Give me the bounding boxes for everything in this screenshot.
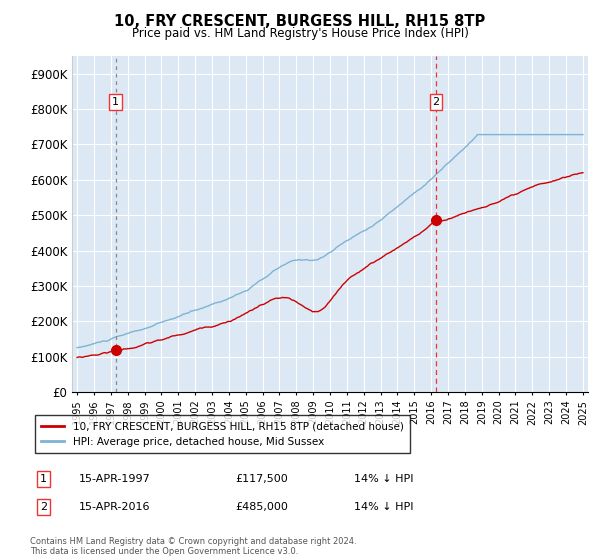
Text: 1: 1 bbox=[112, 97, 119, 107]
Text: 1: 1 bbox=[40, 474, 47, 484]
Text: Contains HM Land Registry data © Crown copyright and database right 2024.: Contains HM Land Registry data © Crown c… bbox=[30, 537, 356, 546]
Text: £117,500: £117,500 bbox=[235, 474, 288, 484]
Legend: 10, FRY CRESCENT, BURGESS HILL, RH15 8TP (detached house), HPI: Average price, d: 10, FRY CRESCENT, BURGESS HILL, RH15 8TP… bbox=[35, 415, 410, 453]
Text: 15-APR-2016: 15-APR-2016 bbox=[79, 502, 150, 512]
Text: 2: 2 bbox=[40, 502, 47, 512]
Text: 15-APR-1997: 15-APR-1997 bbox=[79, 474, 151, 484]
Text: This data is licensed under the Open Government Licence v3.0.: This data is licensed under the Open Gov… bbox=[30, 547, 298, 556]
Text: 10, FRY CRESCENT, BURGESS HILL, RH15 8TP: 10, FRY CRESCENT, BURGESS HILL, RH15 8TP bbox=[115, 14, 485, 29]
Text: 14% ↓ HPI: 14% ↓ HPI bbox=[354, 502, 413, 512]
Text: £485,000: £485,000 bbox=[235, 502, 288, 512]
Text: 14% ↓ HPI: 14% ↓ HPI bbox=[354, 474, 413, 484]
Text: Price paid vs. HM Land Registry's House Price Index (HPI): Price paid vs. HM Land Registry's House … bbox=[131, 27, 469, 40]
Text: 2: 2 bbox=[433, 97, 440, 107]
